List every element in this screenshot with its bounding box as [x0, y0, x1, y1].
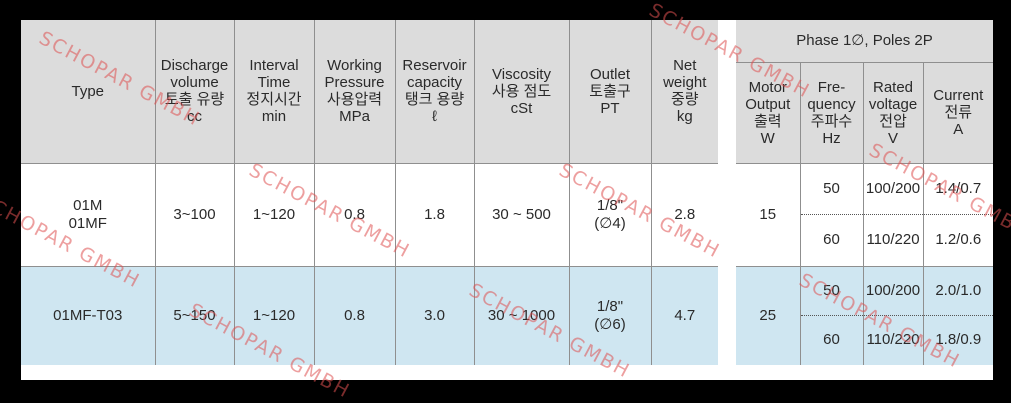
cell-frequency: 60	[800, 315, 864, 366]
table-row: 15 50 100/200 1.4/0.7	[736, 163, 993, 267]
cell-pressure: 0.8	[314, 163, 396, 267]
cell-viscosity: 30 ~ 500	[474, 163, 570, 267]
header-viscosity: Viscosity 사용 점도 cSt	[474, 20, 570, 164]
header-type: Type	[21, 20, 156, 164]
table-row: 01MF-T03 5~150 1~120 0.8 3.0 30 ~ 1000 1…	[21, 266, 718, 366]
cell-voltage: 110/220	[863, 315, 924, 366]
table-footer-margin	[21, 365, 993, 380]
cell-current: 1.2/0.6	[923, 214, 993, 267]
header-current: Current 전류 A	[923, 62, 993, 164]
column-gap	[718, 20, 736, 380]
table-row: 25 50 100/200 2.0/1.0	[736, 266, 993, 366]
header-reservoir: Reservoir capacity 탱크 용량 ℓ	[395, 20, 475, 164]
cell-discharge: 3~100	[155, 163, 235, 267]
cell-pressure: 0.8	[314, 266, 396, 366]
header-voltage: Rated voltage 전압 V	[863, 62, 924, 164]
cell-voltage: 110/220	[863, 214, 924, 267]
cell-weight: 2.8	[651, 163, 718, 267]
table-row: 01M 01MF 3~100 1~120 0.8 1.8 30 ~ 500 1/8…	[21, 163, 718, 267]
spec-table-motor: Phase 1∅, Poles 2P Motor Output 출력 W Fre-qu…	[736, 20, 993, 366]
cell-frequency: 50	[800, 266, 864, 316]
cell-type: 01M 01MF	[21, 163, 156, 267]
cell-frequency: 60	[800, 214, 864, 267]
header-motor: Motor Output 출력 W	[736, 62, 801, 164]
cell-interval: 1~120	[234, 266, 315, 366]
cell-voltage: 100/200	[863, 266, 924, 316]
cell-voltage: 100/200	[863, 163, 924, 215]
cell-discharge: 5~150	[155, 266, 235, 366]
cell-current: 1.4/0.7	[923, 163, 993, 215]
header-interval: Interval Time 정지시간 min	[234, 20, 315, 164]
cell-outlet: 1/8" (∅6)	[569, 266, 652, 366]
cell-motor: 25	[736, 266, 801, 366]
cell-outlet: 1/8" (∅4)	[569, 163, 652, 267]
cell-type: 01MF-T03	[21, 266, 156, 366]
cell-current: 2.0/1.0	[923, 266, 993, 316]
spec-table-main: Type Discharge volume 토출 유량 cc Interval Time…	[21, 20, 718, 366]
cell-viscosity: 30 ~ 1000	[474, 266, 570, 366]
cell-reservoir: 1.8	[395, 163, 475, 267]
cell-motor: 15	[736, 163, 801, 267]
cell-interval: 1~120	[234, 163, 315, 267]
cell-current: 1.8/0.9	[923, 315, 993, 366]
header-discharge: Discharge volume 토출 유량 cc	[155, 20, 235, 164]
cell-reservoir: 3.0	[395, 266, 475, 366]
header-frequency: Fre-quency 주파수 Hz	[800, 62, 864, 164]
spec-table-panel: Type Discharge volume 토출 유량 cc Interval Time…	[21, 20, 993, 380]
header-pressure: Working Pressure 사용압력 MPa	[314, 20, 396, 164]
table-row: 60 110/220 1.8/0.9	[736, 315, 993, 366]
header-weight: Net weight 중량 kg	[651, 20, 718, 164]
cell-frequency: 50	[800, 163, 864, 215]
cell-weight: 4.7	[651, 266, 718, 366]
header-outlet: Outlet 토출구 PT	[569, 20, 652, 164]
header-phase: Phase 1∅, Poles 2P	[736, 20, 993, 63]
table-row: 60 110/220 1.2/0.6	[736, 214, 993, 267]
